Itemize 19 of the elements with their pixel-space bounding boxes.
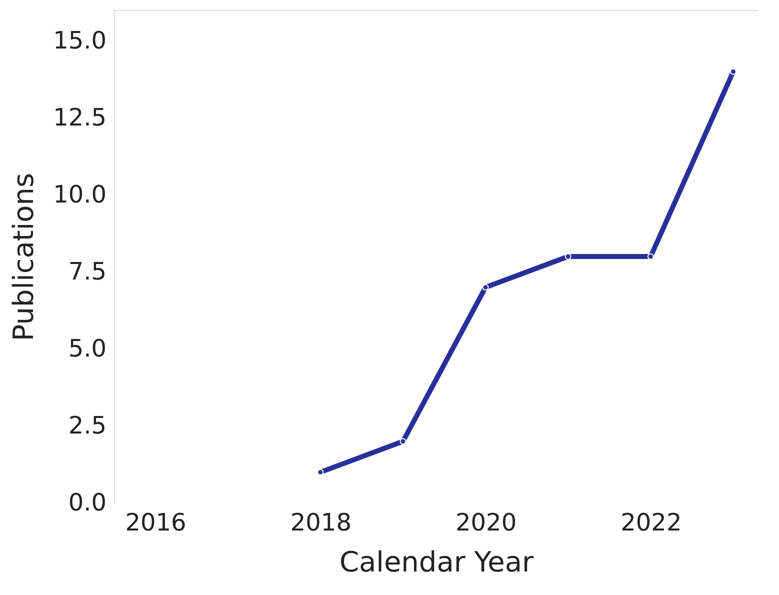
point [482, 284, 489, 291]
point [400, 438, 406, 445]
x-axis-title: Calendar Year [339, 546, 534, 578]
point [647, 253, 654, 260]
x-tick-label: 2018 [290, 508, 352, 536]
x-tick-label: 2016 [125, 508, 186, 536]
point [730, 68, 736, 75]
point [564, 253, 572, 260]
y-tick-label: 10.0 [53, 180, 106, 208]
y-tick-label: 5.0 [68, 334, 106, 362]
y-tick-label: 12.5 [53, 103, 106, 132]
x-tick-label: 2020 [456, 508, 517, 536]
x-tick-label: 2022 [620, 508, 682, 536]
point [317, 468, 324, 476]
y-tick-label: 0.0 [68, 488, 106, 516]
y-axis-title: Publications [7, 172, 40, 342]
y-tick-label: 15.0 [53, 26, 106, 54]
y-tick-label: 2.5 [68, 411, 106, 440]
y-tick-label: 7.5 [68, 257, 106, 286]
